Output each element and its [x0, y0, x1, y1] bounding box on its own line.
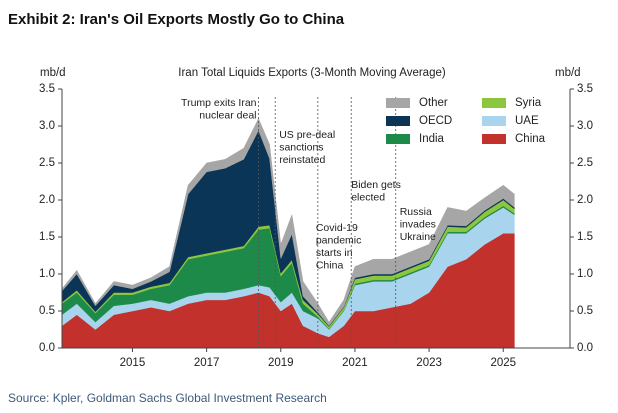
x-tick-label: 2025 [490, 357, 516, 369]
source: Source: Kpler, Goldman Sachs Global Inve… [8, 391, 327, 405]
y2-tick-label: 2.5 [577, 157, 593, 169]
annotation: Trump exits Iran [181, 97, 257, 109]
y2-tick-label: 3.0 [577, 120, 593, 132]
annotation: nuclear deal [199, 109, 256, 121]
y-tick-label: 3.0 [39, 120, 55, 132]
annotation: starts in [316, 247, 353, 259]
y2-tick-label: 1.5 [577, 231, 593, 243]
legend-label: Syria [515, 97, 542, 109]
y-tick-label: 0.0 [39, 342, 55, 354]
y-tick-label: 2.5 [39, 157, 55, 169]
legend-swatch [386, 98, 410, 108]
y2-axis-label: mb/d [555, 67, 581, 79]
annotation: Covid-19 [316, 222, 358, 234]
legend-swatch [482, 116, 506, 126]
annotation: Ukraine [400, 231, 436, 243]
y2-tick-label: 0.0 [577, 342, 593, 354]
chart-title: Exhibit 2: Iran's Oil Exports Mostly Go … [8, 11, 345, 28]
x-tick-label: 2019 [268, 357, 294, 369]
legend-swatch [482, 98, 506, 108]
y-tick-label: 1.5 [39, 231, 55, 243]
annotation: Russia [400, 206, 432, 218]
chart-subtitle: Iran Total Liquids Exports (3-Month Movi… [178, 67, 446, 79]
y2-tick-label: 1.0 [577, 268, 593, 280]
annotation: Biden gets [351, 179, 401, 191]
x-tick-label: 2021 [342, 357, 368, 369]
annotation: sanctions [279, 141, 323, 153]
legend-label: India [419, 133, 445, 145]
x-tick-label: 2015 [120, 357, 146, 369]
legend-swatch [386, 134, 410, 144]
y-tick-label: 3.5 [39, 83, 55, 95]
annotation: US pre-deal [279, 129, 335, 141]
y2-tick-label: 0.5 [577, 305, 593, 317]
annotation: elected [351, 191, 385, 203]
legend-label: OECD [419, 115, 452, 127]
legend-label: China [515, 133, 546, 145]
area [61, 118, 515, 327]
x-tick-label: 2017 [194, 357, 220, 369]
annotation: pandemic [316, 234, 362, 246]
y-tick-label: 1.0 [39, 268, 55, 280]
legend-label: Other [419, 97, 448, 109]
annotation: reinstated [279, 154, 325, 166]
x-tick-label: 2023 [416, 357, 442, 369]
y-tick-label: 0.5 [39, 305, 55, 317]
y2-tick-label: 2.0 [577, 194, 593, 206]
annotation: invades [400, 218, 436, 230]
y-axis-label: mb/d [40, 67, 66, 79]
y-tick-label: 2.0 [39, 194, 55, 206]
y2-tick-label: 3.5 [577, 83, 593, 95]
annotation: China [316, 259, 344, 271]
legend-label: UAE [515, 115, 539, 127]
legend-swatch [386, 116, 410, 126]
legend-swatch [482, 134, 506, 144]
